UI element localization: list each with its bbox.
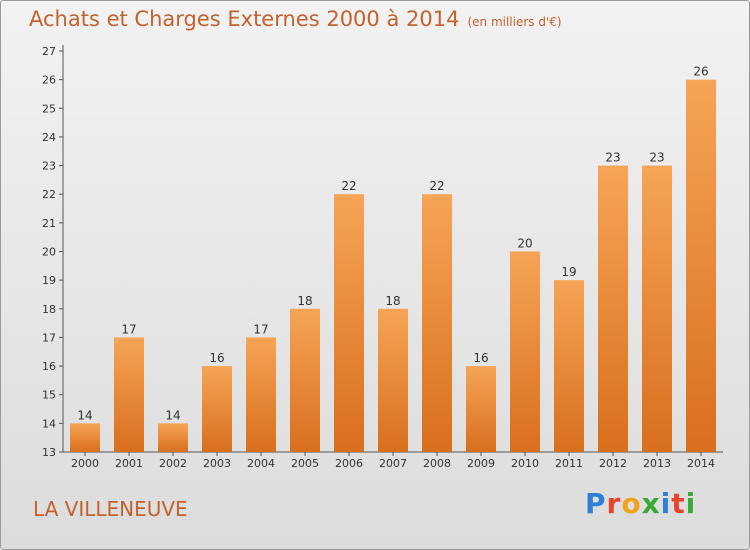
bar-2005	[290, 308, 320, 452]
y-tick-label: 16	[42, 360, 56, 373]
data-label-2010: 20	[517, 237, 532, 251]
bar-2010	[510, 251, 540, 452]
data-label-2013: 23	[649, 151, 664, 165]
logo-letter: i	[660, 487, 672, 520]
bar-2013	[642, 165, 672, 453]
bar-2001	[114, 337, 144, 452]
y-tick-label: 21	[42, 217, 56, 230]
x-tick-label: 2011	[555, 457, 583, 470]
proxiti-logo[interactable]: Proxiti	[585, 487, 696, 520]
x-tick-label: 2000	[71, 457, 99, 470]
bars	[70, 79, 716, 453]
y-tick-label: 20	[42, 246, 56, 259]
y-tick-label: 24	[42, 131, 56, 144]
x-tick-label: 2003	[203, 457, 231, 470]
y-tick-label: 25	[42, 102, 56, 115]
y-tick-label: 22	[42, 188, 56, 201]
x-tick-label: 2006	[335, 457, 363, 470]
x-tick-label: 2005	[291, 457, 319, 470]
x-tick-label: 2012	[599, 457, 627, 470]
data-label-2001: 17	[121, 322, 136, 336]
data-labels: 14 17 14 16 17 18 22 18 22 16 20 19 23 23 26	[77, 65, 708, 423]
bar-2008	[422, 194, 452, 452]
bar-2000	[70, 423, 100, 452]
data-label-2011: 19	[561, 265, 576, 279]
data-label-2009: 16	[473, 351, 488, 365]
x-tick-label: 2010	[511, 457, 539, 470]
data-label-2014: 26	[693, 65, 708, 79]
logo-letter: P	[585, 487, 607, 520]
logo-letter: r	[606, 487, 622, 520]
x-tick-label: 2007	[379, 457, 407, 470]
x-tick-label: 2014	[687, 457, 715, 470]
x-tick-label: 2004	[247, 457, 275, 470]
data-label-2003: 16	[209, 351, 224, 365]
bar-2004	[246, 337, 276, 452]
data-label-2006: 22	[341, 179, 356, 193]
data-label-2008: 22	[429, 179, 444, 193]
y-tick-label: 17	[42, 331, 56, 344]
data-label-2012: 23	[605, 151, 620, 165]
chart-title-text: Achats et Charges Externes 2000 à 2014	[29, 7, 460, 31]
bar-2009	[466, 366, 496, 452]
x-tick-label: 2001	[115, 457, 143, 470]
x-tick-label: 2008	[423, 457, 451, 470]
logo-letter: i	[685, 487, 697, 520]
bar-2006	[334, 194, 364, 452]
y-tick-label: 13	[42, 446, 56, 459]
y-tick-label: 23	[42, 160, 56, 173]
y-tick-label: 19	[42, 274, 56, 287]
x-tick-label: 2013	[643, 457, 671, 470]
bar-2012	[598, 165, 628, 453]
data-label-2007: 18	[385, 294, 400, 308]
data-label-2002: 14	[165, 408, 180, 422]
x-tick-label: 2002	[159, 457, 187, 470]
data-label-2004: 17	[253, 322, 268, 336]
data-label-2005: 18	[297, 294, 312, 308]
y-tick-label: 15	[42, 389, 56, 402]
data-label-2000: 14	[77, 408, 92, 422]
logo-letter: t	[671, 487, 686, 520]
chart-unit: (en milliers d'€)	[467, 15, 562, 29]
y-tick-label: 18	[42, 303, 56, 316]
bar-2011	[554, 280, 584, 452]
bar-2003	[202, 366, 232, 452]
y-tick-label: 27	[42, 45, 56, 58]
bar-2002	[158, 423, 188, 452]
logo-letter: x	[641, 487, 661, 520]
place-name: LA VILLENEUVE	[33, 497, 188, 521]
y-tick-label: 26	[42, 74, 56, 87]
bar-2014	[686, 79, 716, 453]
logo-letter: o	[621, 487, 642, 520]
chart-title: Achats et Charges Externes 2000 à 2014 (e…	[29, 7, 562, 31]
x-tick-label: 2009	[467, 457, 495, 470]
y-tick-label: 14	[42, 417, 56, 430]
bar-2007	[378, 308, 408, 452]
axes: 13 14 15 16 17 18 19 20 21 22 23 24 25 26 27 2000 2001 20…	[42, 45, 723, 470]
